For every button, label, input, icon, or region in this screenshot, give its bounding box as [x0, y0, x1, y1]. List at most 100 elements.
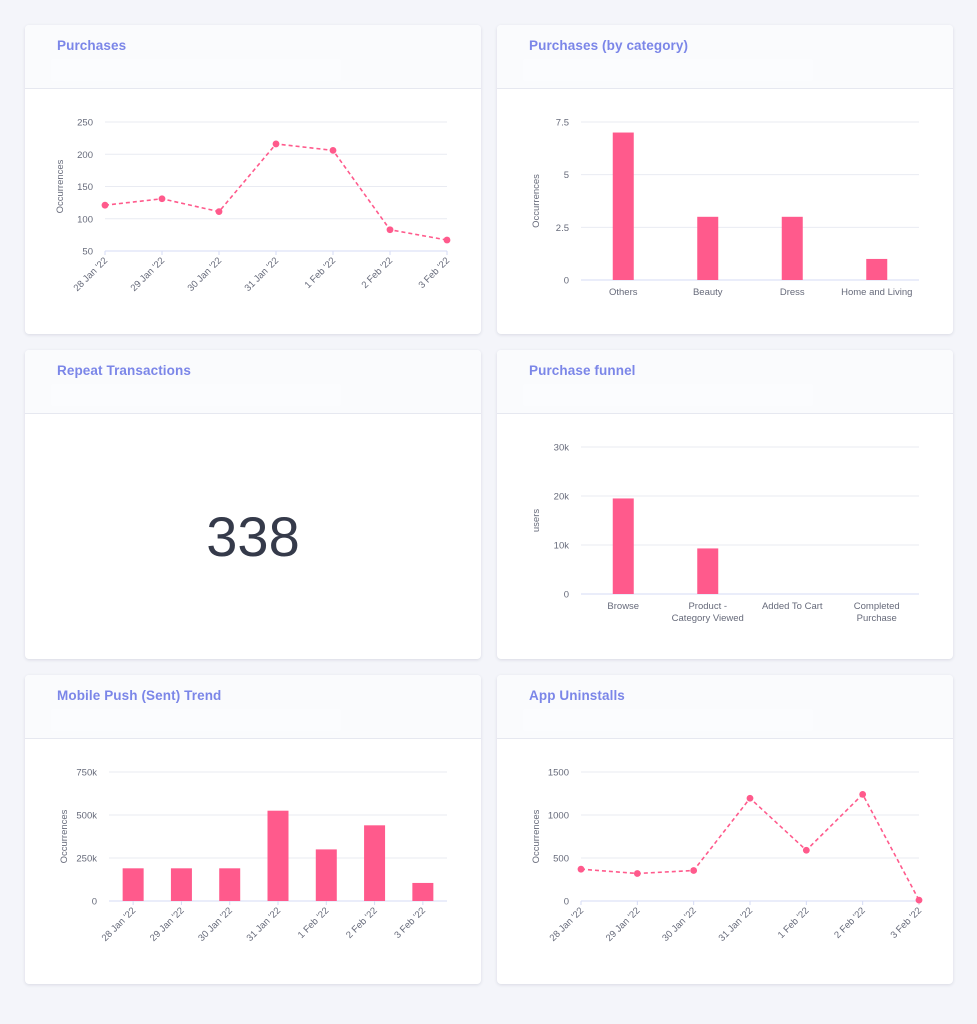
bar [781, 216, 803, 280]
mobile-push-trend-card: Mobile Push (Sent) Trend 0 250k 500k 750k Oc… [25, 675, 481, 984]
y-tick-label: 10k [554, 541, 570, 552]
data-point [386, 226, 394, 234]
x-tick-label: 1 Feb '22 [296, 905, 332, 941]
bar [122, 868, 144, 901]
card-title: Mobile Push (Sent) Trend [57, 688, 222, 703]
x-tick-label: 31 Jan '22 [245, 905, 284, 944]
x-tick-label: 29 Jan '22 [148, 905, 187, 944]
x-tick-label: Added To Cart [762, 601, 823, 612]
data-point [746, 794, 754, 802]
card-title: App Uninstalls [529, 688, 625, 703]
bar [697, 548, 719, 594]
x-tick-label: Home and Living [841, 287, 912, 298]
card-subtitle-placeholder [523, 384, 813, 406]
card-title: Purchases [57, 38, 127, 53]
x-tick-label: 2 Feb '22 [360, 255, 396, 291]
data-point [633, 870, 641, 877]
app-uninstalls-chart: 0 500 1000 1500 Occurrences 28 Jan '22 29 Jan … [497, 739, 953, 984]
y-tick-label: 0 [564, 276, 569, 287]
x-tick-label: Beauty [693, 287, 723, 298]
x-tick-label: 29 Jan '22 [129, 255, 168, 294]
app-uninstalls-card: App Uninstalls 0 500 1000 1500 Occurrences 28… [497, 675, 953, 984]
series-line [104, 143, 448, 241]
card-subtitle-placeholder [51, 59, 341, 81]
repeat-transactions-body: 338 [25, 414, 481, 659]
data-point [215, 208, 223, 216]
bar [219, 868, 241, 901]
purchases-card: Purchases 50 100 150 200 250 Occurrences 28 Ja… [25, 25, 481, 334]
purchases-by-category-card: Purchases (by category) 0 2.5 5 7.5 Occurren… [497, 25, 953, 334]
x-tick-label: 31 Jan '22 [243, 255, 282, 294]
card-title: Purchases (by category) [529, 38, 689, 53]
bar [364, 825, 386, 901]
x-tick-label: 3 Feb '22 [392, 905, 428, 941]
purchases-chart: 50 100 150 200 250 Occurrences 28 Jan '22 29 Ja… [25, 89, 481, 334]
repeat-transactions-value: 338 [206, 505, 300, 568]
x-tick-label: 29 Jan '22 [604, 905, 643, 944]
data-point [577, 865, 585, 873]
data-point [329, 146, 337, 154]
x-tick-label: 2 Feb '22 [832, 905, 868, 941]
x-tick-label: 31 Jan '22 [717, 905, 756, 944]
card-header: Purchases (by category) [497, 25, 953, 89]
x-tick-label: 1 Feb '22 [303, 255, 339, 291]
bar [612, 132, 634, 280]
card-subtitle-placeholder [51, 709, 341, 731]
data-point [859, 790, 867, 798]
purchase-funnel-card: Purchase funnel 0 10k 20k 30k users Browse Pro… [497, 350, 953, 659]
card-title: Purchase funnel [529, 363, 636, 378]
y-axis-label: Occurrences [59, 809, 70, 863]
category-bar-chart: 0 2.5 5 7.5 Occurrences Others Beauty Dress Home… [531, 118, 919, 298]
card-header: Mobile Push (Sent) Trend [25, 675, 481, 739]
y-tick-label: 750k [76, 768, 97, 779]
bar [866, 258, 888, 280]
uninstalls-line-chart: 0 500 1000 1500 Occurrences 28 Jan '22 29 Jan … [531, 768, 924, 944]
x-tick-label: 28 Jan '22 [100, 905, 139, 944]
funnel-bar-chart: 0 10k 20k 30k users Browse Product -Category V… [531, 443, 919, 624]
push-bar-chart: 0 250k 500k 750k Occurrences 28 Jan '22 29 Jan… [59, 768, 447, 944]
y-tick-label: 100 [77, 214, 93, 225]
y-axis-label: Occurrences [531, 174, 542, 228]
card-subtitle-placeholder [523, 709, 813, 731]
x-tick-label: 3 Feb '22 [417, 255, 453, 291]
y-tick-label: 7.5 [556, 118, 569, 129]
x-tick-label: Completed Purchase [854, 601, 900, 624]
x-tick-label: Dress [780, 287, 805, 298]
bar [267, 810, 289, 901]
y-tick-label: 5 [564, 170, 569, 181]
bar [412, 882, 434, 901]
purchases-line-chart: 50 100 150 200 250 Occurrences 28 Jan '22 29 Ja… [55, 118, 453, 294]
data-point [915, 896, 923, 904]
x-tick-label: 30 Jan '22 [186, 255, 225, 294]
data-point [101, 201, 109, 209]
y-tick-label: 0 [564, 590, 569, 601]
data-point [690, 867, 698, 874]
x-tick-label: 30 Jan '22 [196, 905, 235, 944]
data-point [158, 195, 166, 203]
y-tick-label: 30k [554, 443, 570, 454]
y-axis-label: Occurrences [531, 809, 542, 863]
y-tick-label: 500k [76, 811, 97, 822]
y-tick-label: 2.5 [556, 223, 569, 234]
card-subtitle-placeholder [523, 59, 813, 81]
y-tick-label: 0 [564, 897, 569, 908]
bar [697, 216, 719, 280]
data-point [802, 846, 810, 854]
y-axis-label: users [531, 509, 542, 532]
y-tick-label: 0 [92, 897, 97, 908]
purchases-by-category-chart: 0 2.5 5 7.5 Occurrences Others Beauty Dress Home… [497, 89, 953, 334]
bar [612, 498, 634, 594]
x-tick-label: 2 Feb '22 [344, 905, 380, 941]
y-tick-label: 20k [554, 492, 570, 503]
card-header: Purchases [25, 25, 481, 89]
y-tick-label: 250k [76, 854, 97, 865]
x-tick-label: Browse [607, 601, 639, 612]
x-tick-label: 28 Jan '22 [548, 905, 587, 944]
x-tick-label: 30 Jan '22 [660, 905, 699, 944]
y-tick-label: 1000 [548, 811, 569, 822]
x-tick-label: Product -Category Viewed [672, 601, 744, 624]
card-header: App Uninstalls [497, 675, 953, 739]
card-title: Repeat Transactions [57, 363, 191, 378]
y-tick-label: 500 [553, 854, 569, 865]
series-line [580, 793, 920, 901]
